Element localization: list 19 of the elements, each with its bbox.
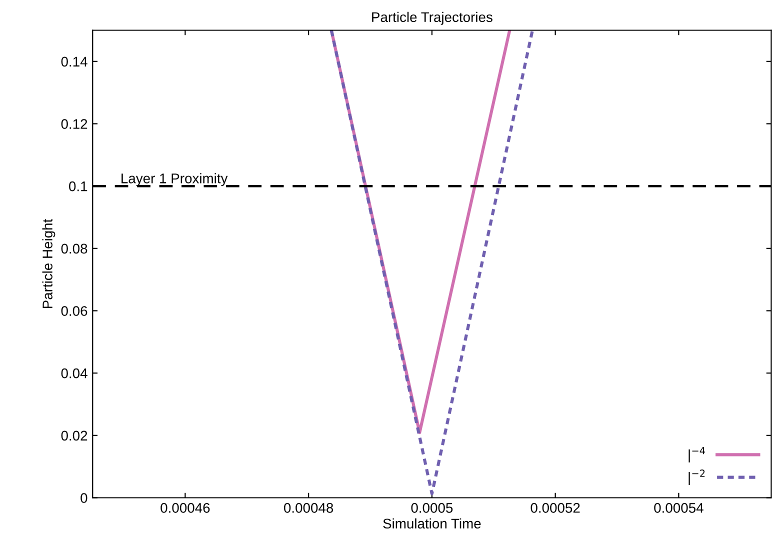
y-tick-label: 0.12 [61,119,88,129]
x-axis-title: Simulation Time [383,518,481,529]
y-tick-label: 0.14 [61,56,88,67]
x-tick-label: 0.00046 [160,502,210,513]
y-axis-title: Particle Height [42,218,56,308]
chart-title: Particle Trajectories [372,12,492,25]
legend-label: |$^{−2}$ [688,470,705,486]
x-tick-label: 0.00054 [654,502,704,513]
y-tick-label: 0.04 [61,368,88,378]
ref-line-label: Layer 1 Proximity [122,173,228,186]
x-tick-label: 0.00048 [284,502,334,513]
legend-label: |$^{−4}$ [688,447,706,462]
y-tick-label: 0.08 [61,244,88,254]
y-tick-label: 0.06 [61,306,88,316]
x-tick-label: 0.00052 [530,502,580,513]
y-tick-label: 0.1 [69,181,88,192]
y-tick-label: 0 [80,493,88,503]
x-tick-label: 0.0005 [411,502,453,513]
y-tick-label: 0.02 [61,430,88,441]
